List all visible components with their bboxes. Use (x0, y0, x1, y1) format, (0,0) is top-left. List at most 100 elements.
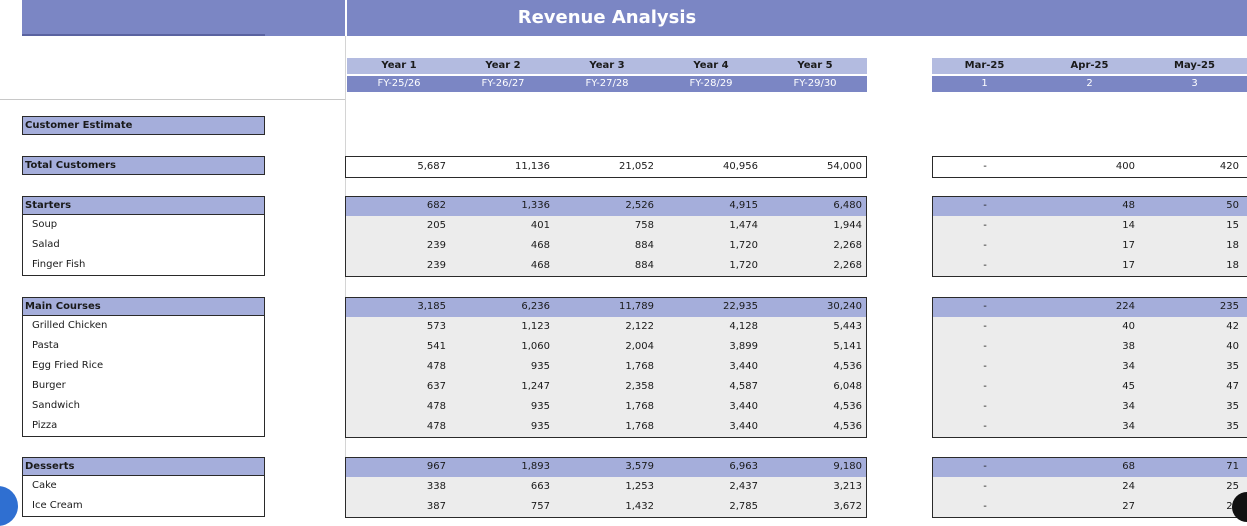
value-cell: 1,432 (625, 501, 654, 512)
value-cell: 420 (1219, 161, 1239, 172)
section-header-label: Starters (22, 196, 265, 215)
month-number: 1 (932, 76, 1037, 92)
value-cell: 34 (1122, 401, 1135, 412)
year-header-band: Year 1 Year 2 Year 3 Year 4 Year 5 FY-25/26 FY… (347, 58, 867, 92)
item-label: Egg Fried Rice (32, 360, 104, 371)
value-cell: 2,358 (625, 381, 654, 392)
value-cell: 35 (1226, 361, 1239, 372)
item-label: Finger Fish (32, 259, 86, 270)
value-cell: 1,720 (729, 260, 758, 271)
value-cell: 400 (1115, 161, 1135, 172)
value-cell: 4,128 (729, 321, 758, 332)
year-values-block: 967 1,893 3,579 6,963 9,180 338 663 1,253 2,437 3… (345, 457, 867, 518)
year-values-row: 3,185 6,236 11,789 22,935 30,240 (346, 298, 866, 317)
value-cell: 758 (634, 220, 654, 231)
value-cell: 1,768 (625, 401, 654, 412)
value-cell: - (983, 260, 987, 271)
section-items-labels: Grilled Chicken Pasta Egg Fried Rice Burger… (22, 315, 265, 437)
value-cell: 2,526 (625, 200, 654, 211)
value-cell: 9,180 (833, 461, 862, 472)
year-header: Year 3 (555, 58, 659, 74)
value-cell: 235 (1219, 301, 1239, 312)
page-title: Revenue Analysis (517, 7, 697, 28)
value-cell: 3,440 (729, 421, 758, 432)
value-cell: 1,247 (521, 381, 550, 392)
value-cell: 17 (1122, 240, 1135, 251)
month-values-row: - 24 25 (933, 477, 1247, 497)
total-customers-text: Total Customers (25, 160, 116, 171)
value-cell: 884 (634, 260, 654, 271)
value-cell: - (983, 381, 987, 392)
value-cell: 27 (1122, 501, 1135, 512)
value-cell: - (983, 321, 987, 332)
value-cell: 1,720 (729, 240, 758, 251)
value-cell: 6,480 (833, 200, 862, 211)
header-divider (0, 99, 345, 100)
month-values-block: - 400 420 (932, 156, 1247, 178)
value-cell: 14 (1122, 220, 1135, 231)
month-values-block: - 224 235 - 40 42 - 38 40 - 34 35 - 45 47 - 34 35 - 34 35 (932, 297, 1247, 438)
month-values-row: - 34 35 (933, 417, 1247, 437)
value-cell: 71 (1226, 461, 1239, 472)
title-banner: Revenue Analysis (347, 0, 1247, 36)
value-cell: 239 (426, 260, 446, 271)
month-header-band: Mar-25 Apr-25 May-25 1 2 3 (932, 58, 1247, 92)
value-cell: 4,587 (729, 381, 758, 392)
value-cell: 30,240 (827, 301, 862, 312)
value-cell: 468 (530, 260, 550, 271)
value-cell: 387 (426, 501, 446, 512)
month-number: 2 (1037, 76, 1142, 92)
item-label: Pasta (32, 340, 59, 351)
year-values-row: 478 935 1,768 3,440 4,536 (346, 357, 866, 377)
value-cell: 3,440 (729, 361, 758, 372)
month-values-row: - 27 29 (933, 497, 1247, 517)
section-name: Main Courses (25, 301, 101, 312)
value-cell: 5,141 (833, 341, 862, 352)
year-header: Year 1 (347, 58, 451, 74)
value-cell: 1,253 (625, 481, 654, 492)
year-values-row: 205 401 758 1,474 1,944 (346, 216, 866, 236)
month-values-row: - 68 71 (933, 458, 1247, 477)
value-cell: 6,048 (833, 381, 862, 392)
value-cell: 40,956 (723, 161, 758, 172)
value-cell: 663 (530, 481, 550, 492)
value-cell: - (983, 361, 987, 372)
value-cell: 3,185 (417, 301, 446, 312)
value-cell: 6,963 (729, 461, 758, 472)
value-cell: 4,536 (833, 361, 862, 372)
month-label-row: Mar-25 Apr-25 May-25 (932, 58, 1247, 74)
value-cell: 884 (634, 240, 654, 251)
title-banner-underline (22, 34, 265, 36)
value-cell: - (983, 240, 987, 251)
month-values-row: - 17 18 (933, 236, 1247, 256)
value-cell: 50 (1226, 200, 1239, 211)
section-items-labels: Soup Salad Finger Fish (22, 214, 265, 276)
year-header: Year 5 (763, 58, 867, 74)
item-label: Ice Cream (32, 500, 83, 511)
month-values-row: - 38 40 (933, 337, 1247, 357)
total-customers-label: Total Customers (22, 156, 265, 175)
month-header: Mar-25 (932, 58, 1037, 74)
month-values-row: - 17 18 (933, 256, 1247, 276)
value-cell: 637 (426, 381, 446, 392)
value-cell: 478 (426, 361, 446, 372)
value-cell: 4,536 (833, 401, 862, 412)
value-cell: 757 (530, 501, 550, 512)
value-cell: 2,785 (729, 501, 758, 512)
year-values-row: 5,687 11,136 21,052 40,956 54,000 (346, 157, 866, 177)
value-cell: 338 (426, 481, 446, 492)
value-cell: 1,336 (521, 200, 550, 211)
revenue-table: Total Customers 5,687 11,136 21,052 40,956 54… (22, 156, 1247, 518)
value-cell: 35 (1226, 401, 1239, 412)
year-values-block: 5,687 11,136 21,052 40,956 54,000 (345, 156, 867, 178)
value-cell: 2,268 (833, 240, 862, 251)
value-cell: 1,768 (625, 421, 654, 432)
value-cell: 468 (530, 240, 550, 251)
month-values-row: - 224 235 (933, 298, 1247, 317)
value-cell: 3,899 (729, 341, 758, 352)
month-values-row: - 400 420 (933, 157, 1247, 177)
value-cell: 15 (1226, 220, 1239, 231)
month-number: 3 (1142, 76, 1247, 92)
fy-header: FY-27/28 (555, 76, 659, 92)
